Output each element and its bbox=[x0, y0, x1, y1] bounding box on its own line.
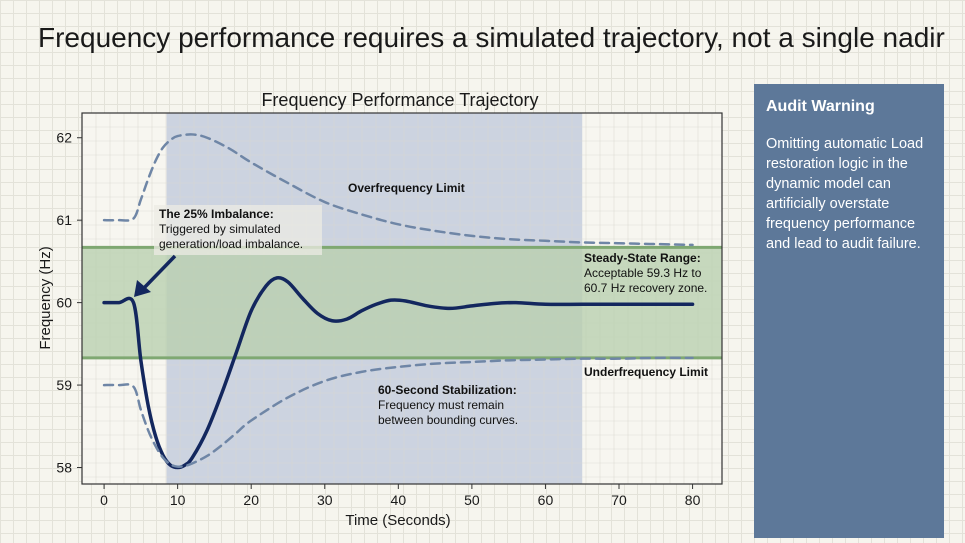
x-tick-label: 60 bbox=[538, 492, 554, 508]
audit-warning-panel: Audit Warning Omitting automatic Load re… bbox=[754, 84, 944, 538]
x-tick-label: 80 bbox=[685, 492, 701, 508]
imbalance-annotation-line2: generation/load imbalance. bbox=[159, 237, 303, 251]
frequency-trajectory-line bbox=[102, 275, 695, 470]
y-tick-label: 62 bbox=[56, 130, 72, 146]
series-group bbox=[102, 133, 695, 470]
plot-frame bbox=[81, 112, 723, 485]
x-tick-label: 50 bbox=[464, 492, 480, 508]
x-tick-label: 0 bbox=[100, 492, 108, 508]
stabilization-title: 60-Second Stabilization: bbox=[378, 383, 517, 397]
y-tick-label: 59 bbox=[56, 377, 72, 393]
imbalance-arrow-shaft bbox=[141, 254, 177, 291]
imbalance-annotation-box bbox=[154, 205, 322, 255]
audit-warning-body: Omitting automatic Load restoration logi… bbox=[766, 136, 924, 252]
overfrequency-limit-label: Overfrequency Limit bbox=[348, 181, 465, 195]
x-tick-label: 20 bbox=[243, 492, 259, 508]
x-tick-label: 40 bbox=[391, 492, 407, 508]
audit-warning-title: Audit Warning bbox=[766, 98, 875, 115]
stabilization-line1: Frequency must remain bbox=[378, 398, 504, 412]
y-tick-label: 60 bbox=[56, 295, 72, 311]
steady-state-title: Steady-State Range: bbox=[584, 251, 701, 265]
x-tick-label: 70 bbox=[611, 492, 627, 508]
y-axis-label: Frequency (Hz) bbox=[37, 246, 54, 349]
x-tick-label: 10 bbox=[170, 492, 186, 508]
y-tick-label: 61 bbox=[56, 212, 72, 228]
axes-group: 0 10 20 30 40 50 60 70 80 58 59 60 61 62 bbox=[56, 112, 723, 508]
x-tick-label: 30 bbox=[317, 492, 333, 508]
slide-title: Frequency performance requires a simulat… bbox=[38, 22, 945, 53]
y-tick-label: 58 bbox=[56, 460, 72, 476]
overfrequency-bound-line bbox=[102, 133, 694, 247]
underfrequency-bound-line bbox=[102, 356, 694, 469]
imbalance-annotation-title: The 25% Imbalance: bbox=[159, 207, 274, 221]
steady-state-line1: Acceptable 59.3 Hz to bbox=[584, 266, 702, 280]
underfrequency-limit-label: Underfrequency Limit bbox=[584, 365, 708, 379]
x-axis-label: Time (Seconds) bbox=[345, 512, 450, 529]
imbalance-annotation-line1: Triggered by simulated bbox=[159, 222, 281, 236]
imbalance-arrow-head bbox=[134, 280, 151, 297]
stabilization-line2: between bounding curves. bbox=[378, 413, 518, 427]
steady-state-line2: 60.7 Hz recovery zone. bbox=[584, 281, 707, 295]
chart-title: Frequency Performance Trajectory bbox=[261, 90, 538, 110]
